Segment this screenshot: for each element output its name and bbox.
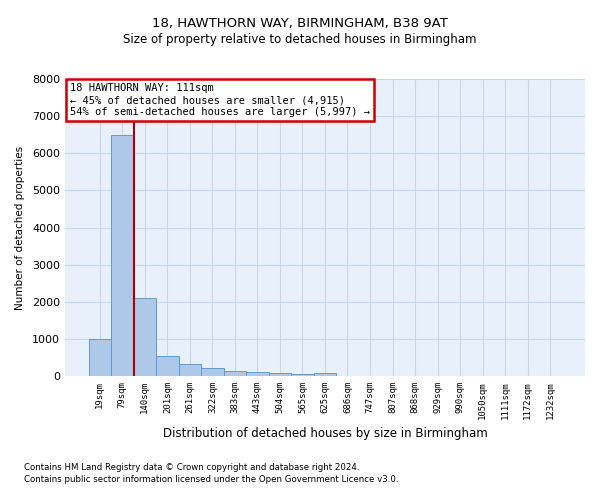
Bar <box>224 370 246 376</box>
Bar <box>111 134 134 376</box>
Bar <box>89 339 111 376</box>
Bar <box>179 364 201 376</box>
Bar <box>201 368 224 376</box>
Bar <box>246 372 269 376</box>
Text: 18, HAWTHORN WAY, BIRMINGHAM, B38 9AT: 18, HAWTHORN WAY, BIRMINGHAM, B38 9AT <box>152 18 448 30</box>
Y-axis label: Number of detached properties: Number of detached properties <box>15 146 25 310</box>
Text: 18 HAWTHORN WAY: 111sqm
← 45% of detached houses are smaller (4,915)
54% of semi: 18 HAWTHORN WAY: 111sqm ← 45% of detache… <box>70 84 370 116</box>
Text: Contains HM Land Registry data © Crown copyright and database right 2024.: Contains HM Land Registry data © Crown c… <box>24 464 359 472</box>
Bar <box>291 374 314 376</box>
Text: Size of property relative to detached houses in Birmingham: Size of property relative to detached ho… <box>123 32 477 46</box>
Bar <box>314 373 336 376</box>
Bar <box>134 298 156 376</box>
Text: Contains public sector information licensed under the Open Government Licence v3: Contains public sector information licen… <box>24 475 398 484</box>
Bar <box>269 374 291 376</box>
Bar <box>156 356 179 376</box>
X-axis label: Distribution of detached houses by size in Birmingham: Distribution of detached houses by size … <box>163 427 487 440</box>
